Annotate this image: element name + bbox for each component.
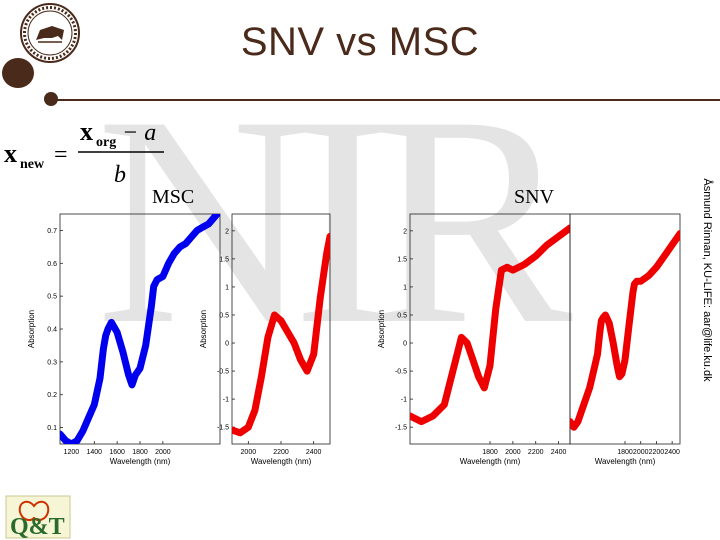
formula-lhs-subscript: new bbox=[20, 157, 45, 172]
chart-2-ytick-label-3: 0 bbox=[403, 341, 407, 348]
chart-0-xtick-label-4: 2000 bbox=[155, 449, 171, 456]
chart-0-xtick-label-1: 1400 bbox=[86, 449, 102, 456]
logo-text: Q&T bbox=[10, 514, 65, 540]
chart-2-ytick-label-2: -0.5 bbox=[395, 369, 407, 376]
chart-2-series-band bbox=[410, 224, 570, 426]
title-rule bbox=[56, 99, 720, 101]
chart-2-xtick-label-1: 2000 bbox=[505, 449, 521, 456]
chart-1-ytick-label-3: 0 bbox=[225, 341, 229, 348]
snv-label: SNV bbox=[514, 186, 555, 208]
snv-formula: x new = x org − a b bbox=[4, 117, 164, 188]
spectra-plots: 1200 1400 1600 1800 20000.10.20.30.40.50.60.… bbox=[27, 213, 681, 466]
chart-3-series-band bbox=[570, 230, 680, 431]
chart-1-xlabel: Wavelength (nm) bbox=[251, 457, 312, 466]
chart-3-xtick-label-3: 2400 bbox=[664, 449, 680, 456]
chart-1-ytick-label-4: 0.5 bbox=[219, 312, 229, 319]
chart-1: 2000 2200 2400 -1.5 -1 -0.5 0 0.5 1 1.5 2 Wavelengt… bbox=[199, 213, 331, 466]
chart-0-series-line bbox=[60, 214, 218, 444]
chart-0-ytick-label-0: 0.1 bbox=[47, 425, 57, 432]
chart-3-xtick-label-1: 2000 bbox=[633, 449, 649, 456]
chart-2-ytick-label-0: -1.5 bbox=[395, 425, 407, 432]
chart-0-ylabel: Absorption bbox=[27, 310, 36, 348]
chart-2-xtick-label-3: 2400 bbox=[551, 449, 567, 456]
university-seal-icon bbox=[20, 3, 80, 63]
chart-2: 1800 2000 2200 2400 -1.5 -1 -0.5 0 0.5 1 1.5 2 Wavel… bbox=[377, 213, 571, 466]
chart-2-ytick-label-5: 1 bbox=[403, 284, 407, 291]
chart-1-xtick-label-0: 2000 bbox=[241, 449, 257, 456]
chart-1-ylabel: Absorption bbox=[199, 310, 208, 348]
chart-0-ytick-label-1: 0.2 bbox=[47, 392, 57, 399]
chart-1-xtick-label-1: 2200 bbox=[273, 449, 289, 456]
chart-0-ytick-label-5: 0.6 bbox=[47, 261, 57, 268]
chart-1-ytick-label-0: -1.5 bbox=[217, 425, 229, 432]
chart-2-ytick-label-6: 1.5 bbox=[397, 256, 407, 263]
formula-numerator-a: − a bbox=[122, 120, 156, 146]
formula-lhs: x bbox=[4, 139, 17, 168]
chart-2-ytick-label-7: 2 bbox=[403, 228, 407, 235]
chart-2-series-line bbox=[410, 227, 570, 423]
chart-1-xtick-label-2: 2400 bbox=[306, 449, 322, 456]
chart-1-ytick-label-7: 2 bbox=[225, 228, 229, 235]
chart-0: 1200 1400 1600 1800 2000 0.1 0.2 0.3 0.4 0.5 0.6 0.… bbox=[27, 213, 221, 466]
chart-1-series-line bbox=[232, 236, 330, 434]
chart-1-ytick-label-5: 1 bbox=[225, 284, 229, 291]
msc-label: MSC bbox=[152, 186, 195, 208]
formula-equals: = bbox=[54, 142, 68, 168]
chart-0-xtick-label-3: 1800 bbox=[132, 449, 148, 456]
qt-logo: Q&T bbox=[5, 495, 71, 540]
chart-3-xtick-label-0: 1800 bbox=[617, 449, 633, 456]
chart-0-ytick-label-4: 0.5 bbox=[47, 294, 57, 301]
slide-title: SNV vs MSC bbox=[240, 20, 480, 64]
title-bullet-small bbox=[44, 92, 58, 106]
chart-3: 1800 2000 2200 2400 Wavelength (nm) bbox=[569, 213, 681, 466]
chart-2-ylabel: Absorption bbox=[377, 310, 386, 348]
title-bullet-large bbox=[2, 58, 34, 88]
chart-3-series-line bbox=[570, 233, 680, 428]
chart-2-ytick-label-1: -1 bbox=[401, 397, 407, 404]
chart-3-xtick-label-2: 2200 bbox=[649, 449, 665, 456]
chart-0-frame bbox=[59, 213, 221, 445]
chart-2-xlabel: Wavelength (nm) bbox=[460, 457, 521, 466]
chart-1-series-band bbox=[232, 232, 330, 437]
chart-1-ytick-label-1: -1 bbox=[223, 397, 229, 404]
chart-3-frame bbox=[569, 213, 681, 445]
chart-1-ytick-label-6: 1.5 bbox=[219, 256, 229, 263]
chart-3-xlabel: Wavelength (nm) bbox=[595, 457, 656, 466]
chart-0-ytick-label-6: 0.7 bbox=[47, 228, 57, 235]
chart-1-ytick-label-2: -0.5 bbox=[217, 369, 229, 376]
formula-numerator-x: x bbox=[80, 117, 93, 146]
chart-0-ytick-label-3: 0.4 bbox=[47, 327, 57, 334]
chart-0-ytick-label-2: 0.3 bbox=[47, 359, 57, 366]
chart-0-xlabel: Wavelength (nm) bbox=[110, 457, 171, 466]
chart-0-xtick-label-2: 1600 bbox=[109, 449, 125, 456]
chart-2-ytick-label-4: 0.5 bbox=[397, 312, 407, 319]
chart-0-series-band bbox=[60, 214, 220, 444]
formula-denominator: b bbox=[114, 162, 126, 188]
formula-numerator-subscript: org bbox=[96, 135, 116, 150]
chart-0-xtick-label-0: 1200 bbox=[64, 449, 80, 456]
chart-2-xtick-label-0: 1800 bbox=[482, 449, 498, 456]
chart-2-xtick-label-2: 2200 bbox=[528, 449, 544, 456]
